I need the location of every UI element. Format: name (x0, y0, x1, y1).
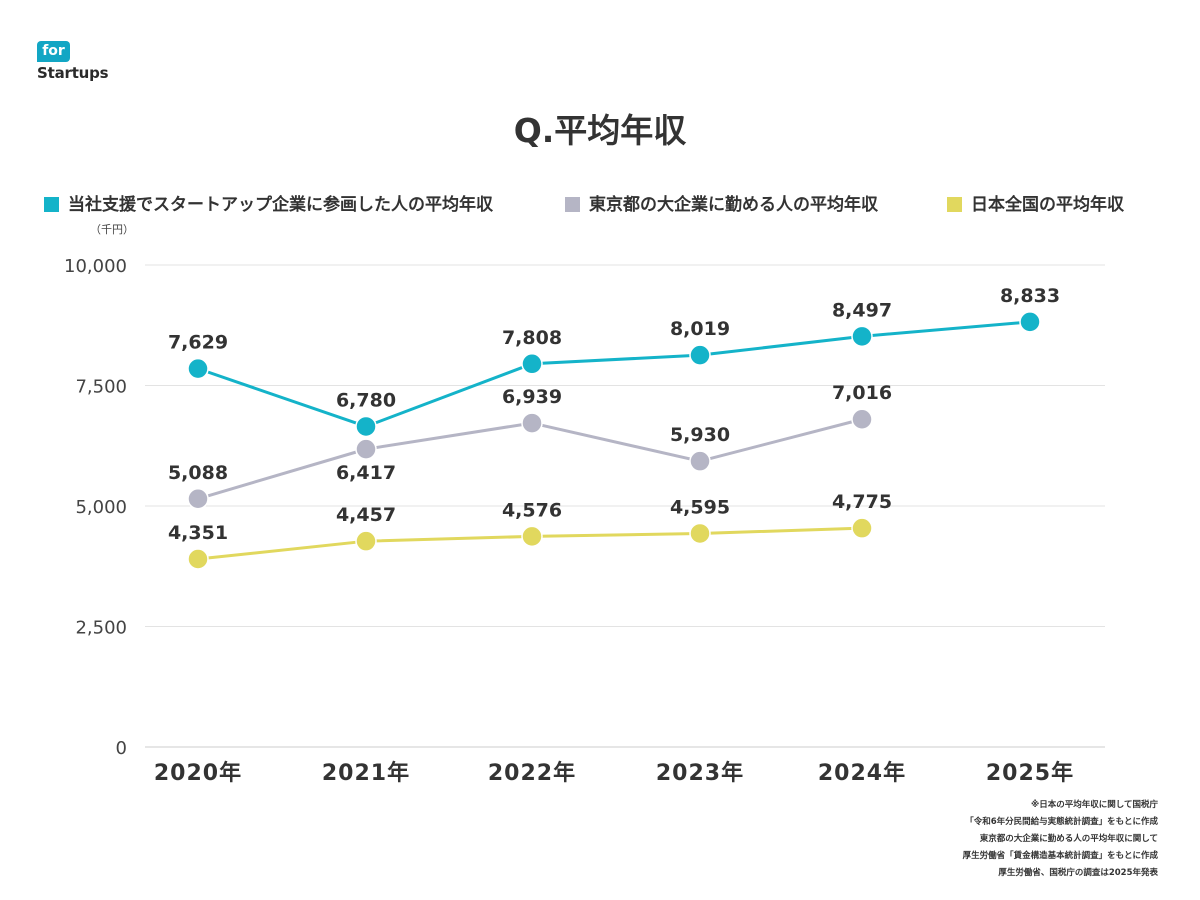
data-label: 7,016 (832, 382, 892, 404)
y-tick-label: 7,500 (75, 377, 127, 398)
chart-title: Q.平均年収 (513, 111, 687, 150)
y-axis-unit: （千円） (90, 223, 134, 236)
data-label: 5,930 (670, 424, 730, 446)
footnote: ※日本の平均年収に関して国税庁 「令和6年分民間給与実態統計調査」をもとに作成 … (963, 797, 1158, 882)
data-point (355, 438, 377, 460)
data-point (187, 548, 209, 570)
x-tick-label: 2021年 (322, 760, 410, 786)
footnote-line: 厚生労働省、国税庁の調査は2025年発表 (998, 868, 1158, 878)
legend-item-startup: 当社支援でスタートアップ企業に参画した人の平均年収 (44, 190, 493, 215)
data-label: 6,780 (336, 389, 396, 411)
data-point (851, 325, 873, 348)
logo-mark: for (37, 41, 70, 62)
data-point (851, 408, 873, 430)
y-tick-label: 2,500 (75, 618, 127, 639)
y-tick-label: 10,000 (64, 256, 127, 277)
y-tick-label: 5,000 (75, 497, 127, 518)
x-tick-label: 2020年 (154, 760, 242, 786)
data-label: 6,939 (502, 386, 562, 408)
data-point (521, 353, 543, 375)
footnote-line: ※日本の平均年収に関して国税庁 (1030, 800, 1158, 810)
x-tick-label: 2022年 (488, 760, 576, 786)
data-point (187, 357, 209, 380)
legend-swatch-startup (44, 197, 59, 212)
data-point (689, 522, 711, 545)
data-label: 7,629 (168, 332, 228, 354)
legend-label-tokyo: 東京都の大企業に勤める人の平均年収 (589, 195, 878, 215)
data-label: 4,775 (832, 491, 892, 513)
footnote-line: 「令和6年分民間給与実態統計調査」をもとに作成 (965, 817, 1158, 827)
footnote-line: 厚生労働省「賃金構造基本統計調査」をもとに作成 (962, 851, 1158, 861)
logo-wordmark: Startups (37, 64, 109, 82)
y-tick-label: 0 (116, 738, 127, 759)
legend-item-japan: 日本全国の平均年収 (947, 190, 1124, 215)
x-tick-label: 2025年 (986, 760, 1074, 786)
data-point (521, 412, 543, 434)
x-tick-label: 2024年 (818, 760, 906, 786)
data-label: 4,351 (168, 522, 228, 544)
series-line (197, 320, 1031, 428)
legend-item-tokyo: 東京都の大企業に勤める人の平均年収 (565, 190, 878, 215)
data-point (521, 525, 543, 548)
for-startups-logo: for Startups (37, 40, 109, 82)
legend-label-japan: 日本全国の平均年収 (971, 195, 1124, 215)
data-label: 5,088 (168, 462, 228, 484)
legend-swatch-tokyo (565, 197, 580, 212)
data-label: 4,457 (336, 504, 396, 526)
data-point (187, 488, 209, 510)
footnote-line: 東京都の大企業に勤める人の平均年収に関して (979, 834, 1158, 844)
data-label: 4,576 (502, 499, 562, 521)
data-point (1019, 311, 1041, 333)
x-tick-label: 2023年 (656, 760, 744, 786)
data-label: 7,808 (502, 327, 562, 349)
legend-swatch-japan (947, 197, 962, 212)
data-label: 8,833 (1000, 285, 1060, 307)
data-point (851, 517, 873, 539)
data-point (689, 450, 711, 472)
data-label: 8,019 (670, 318, 730, 340)
data-label: 4,595 (670, 496, 730, 518)
data-point (689, 344, 711, 366)
data-point (355, 415, 377, 438)
legend-label-startup: 当社支援でスタートアップ企業に参画した人の平均年収 (68, 195, 493, 215)
data-point (355, 530, 377, 552)
data-label: 6,417 (336, 462, 396, 484)
data-label: 8,497 (832, 299, 892, 321)
